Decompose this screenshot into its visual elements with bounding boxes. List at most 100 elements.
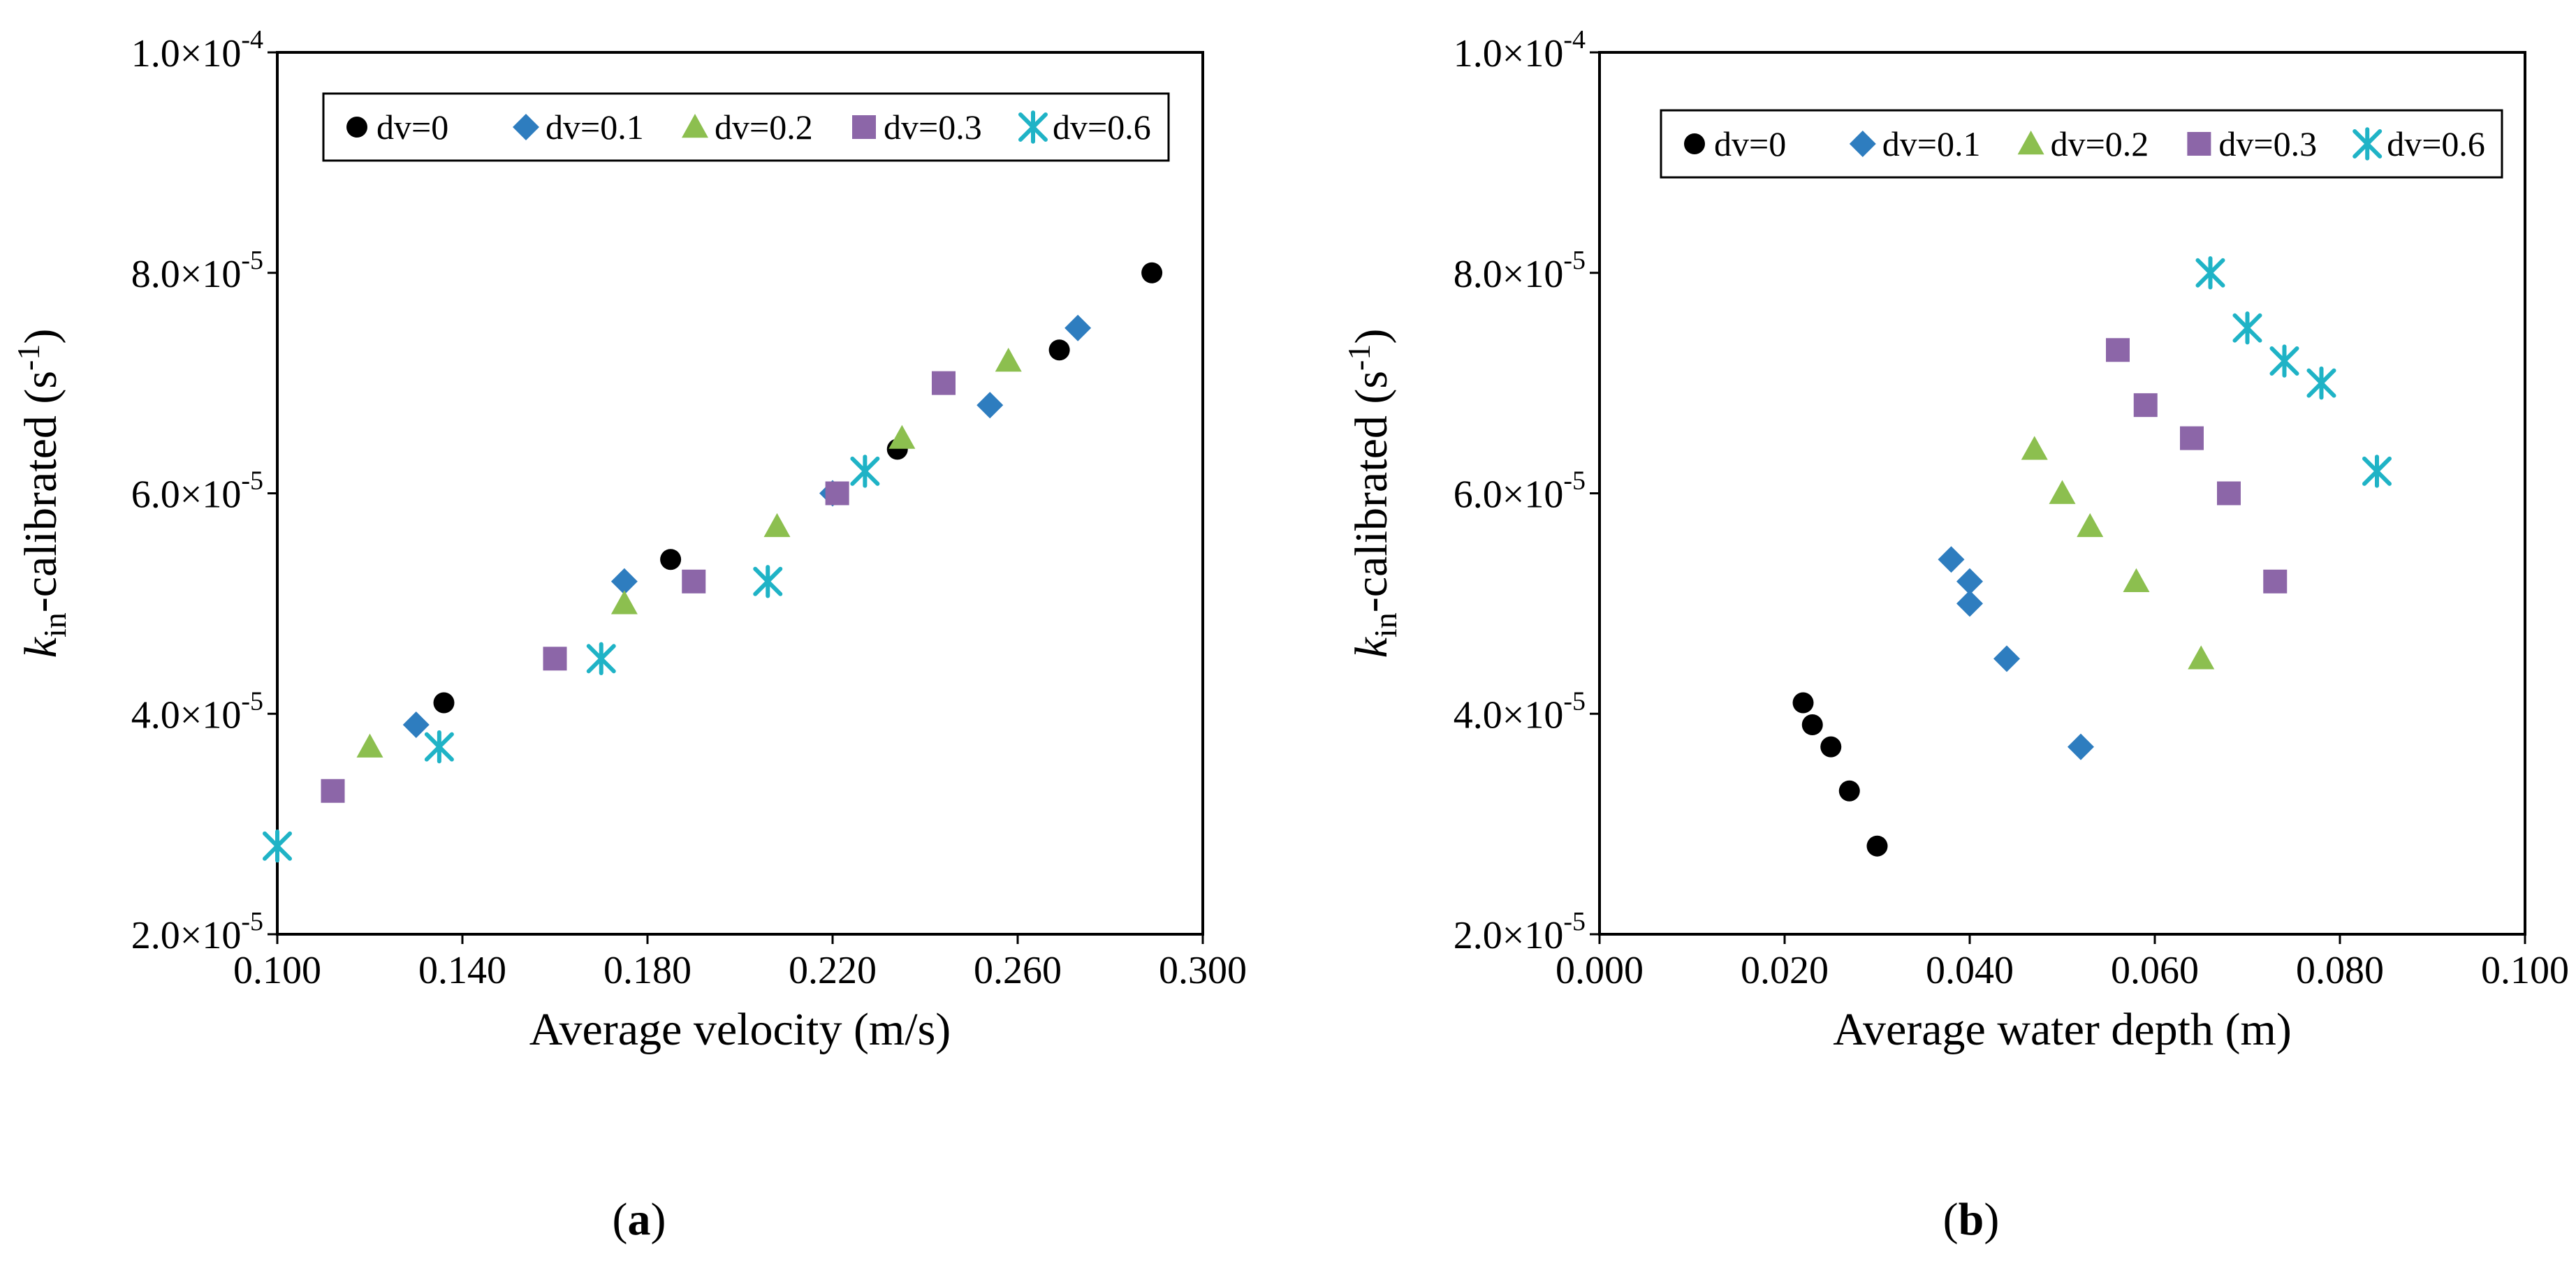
y-tick-times-ten: ×10: [1502, 253, 1564, 296]
y-tick-exponent: -5: [1563, 246, 1586, 275]
y-tick-times-ten: ×10: [180, 473, 242, 517]
data-point-diamond: [402, 712, 430, 739]
y-tick-exponent: -5: [1563, 466, 1586, 496]
y-tick-mantissa: 2.0: [1454, 914, 1502, 957]
data-point-triangle: [2021, 436, 2048, 460]
y-tick-mantissa: 4.0: [1454, 693, 1502, 737]
x-tick-label: 0.060: [2111, 949, 2199, 992]
legend-marker-circle: [1684, 133, 1705, 154]
y-tick-times-ten: ×10: [180, 914, 242, 957]
legend-label: dv=0: [376, 108, 448, 147]
data-point-square: [321, 779, 345, 803]
panel-label-letter: b: [1959, 1194, 1984, 1245]
y-tick-label: 8.0×10-5: [131, 246, 263, 296]
panel-label-close: ): [651, 1194, 666, 1245]
data-point-square: [932, 371, 956, 395]
data-point-star: [263, 830, 292, 863]
chart-panel-a: 0.100 0.140 0.180 0.220 0.260 0.3002.0×10-54.…: [10, 25, 1247, 1245]
legend-label: dv=0.6: [1053, 108, 1151, 147]
panel-label-open: (: [613, 1194, 628, 1245]
y-axis-title-rest: -calibrated (s: [1346, 371, 1397, 612]
y-tick-exponent: -5: [241, 907, 263, 936]
legend-label: dv=0.3: [884, 108, 982, 147]
y-tick-mantissa: 8.0: [131, 253, 180, 296]
data-point-square: [682, 569, 706, 594]
legend-marker-square: [2187, 132, 2211, 156]
y-axis-title-sup: -1: [1341, 344, 1377, 371]
data-point-circle: [1792, 692, 1814, 714]
y-tick-mantissa: 6.0: [131, 473, 180, 517]
x-tick-label: 0.020: [1741, 949, 1829, 992]
data-point-triangle: [2123, 568, 2150, 592]
y-tick-label: 1.0×10-4: [131, 25, 263, 75]
data-point-circle: [1820, 736, 1842, 758]
x-tick-label: 0.080: [2296, 949, 2384, 992]
data-point-square: [2133, 393, 2158, 418]
legend-label: dv=0: [1714, 124, 1786, 163]
y-tick-label: 4.0×10-5: [1454, 686, 1586, 737]
y-tick-times-ten: ×10: [1502, 914, 1564, 957]
x-axis-title: Average water depth (m): [1833, 1004, 2292, 1055]
y-tick-mantissa: 6.0: [1454, 473, 1502, 517]
data-point-square: [2180, 426, 2204, 450]
y-axis-title-k: k: [15, 636, 66, 658]
legend-marker-triangle: [2017, 131, 2044, 155]
data-point-square: [543, 647, 567, 671]
y-tick-label: 6.0×10-5: [1454, 466, 1586, 517]
legend-label: dv=0.2: [715, 108, 813, 147]
legend-label: dv=0.1: [546, 108, 644, 147]
data-point-triangle: [2077, 513, 2104, 538]
x-tick-label: 0.260: [974, 949, 1062, 992]
data-point-diamond: [976, 392, 1004, 419]
data-point-square: [2217, 481, 2241, 506]
legend: dv=0 dv=0.1 dv=0.2 dv=0.3 dv=0.6: [322, 92, 1170, 162]
y-tick-label: 2.0×10-5: [131, 907, 263, 957]
data-point-triangle: [2049, 480, 2076, 504]
y-axis-title-close: ): [1346, 329, 1397, 344]
data-point-circle: [660, 549, 682, 570]
data-point-star: [2362, 455, 2392, 488]
legend-box: [322, 92, 1170, 162]
y-tick-exponent: -5: [241, 686, 263, 716]
legend-marker-triangle: [682, 114, 708, 138]
data-point-diamond: [610, 568, 638, 595]
y-tick-label: 8.0×10-5: [1454, 246, 1586, 296]
panel-label: (b): [1943, 1194, 2000, 1245]
data-point-triangle: [2188, 645, 2215, 670]
y-tick-label: 6.0×10-5: [131, 466, 263, 517]
y-tick-times-ten: ×10: [180, 32, 242, 75]
x-tick-label: 0.140: [418, 949, 506, 992]
y-tick-times-ten: ×10: [1502, 693, 1564, 737]
y-axis-title: kin-calibrated (s-1): [10, 329, 73, 658]
y-tick-label: 4.0×10-5: [131, 686, 263, 737]
data-point-square: [2106, 338, 2130, 362]
data-point-square: [825, 481, 849, 506]
y-tick-exponent: -5: [1563, 907, 1586, 936]
data-point-star: [2232, 311, 2262, 345]
y-axis-title-sub: in: [37, 612, 73, 637]
data-point-diamond: [1956, 568, 1983, 595]
chart-panel-b: 0.000 0.020 0.040 0.060 0.080 0.1002.0×10-54.…: [1341, 25, 2569, 1245]
legend-label: dv=0.6: [2387, 124, 2485, 163]
x-tick-label: 0.220: [789, 949, 877, 992]
panel-label-close: ): [1984, 1194, 1999, 1245]
data-point-triangle: [995, 348, 1022, 372]
data-point-circle: [1866, 835, 1888, 857]
panel-label: (a): [613, 1194, 666, 1245]
legend-label: dv=0.1: [1882, 124, 1981, 163]
y-tick-mantissa: 4.0: [131, 693, 180, 737]
y-tick-mantissa: 1.0: [1454, 32, 1502, 75]
y-axis-title: kin-calibrated (s-1): [1341, 329, 1403, 658]
legend-box: [1660, 109, 2503, 179]
legend-label: dv=0.3: [2218, 124, 2317, 163]
data-point-square: [2263, 569, 2288, 594]
data-point-star: [753, 565, 783, 598]
y-tick-mantissa: 2.0: [131, 914, 180, 957]
y-axis-title-k: k: [1346, 636, 1397, 658]
data-point-diamond: [1064, 314, 1092, 341]
data-point-circle: [1801, 714, 1823, 736]
data-point-diamond: [1956, 590, 1983, 617]
x-tick-label: 0.000: [1556, 949, 1644, 992]
x-tick-label: 0.300: [1159, 949, 1247, 992]
data-point-circle: [433, 692, 455, 714]
